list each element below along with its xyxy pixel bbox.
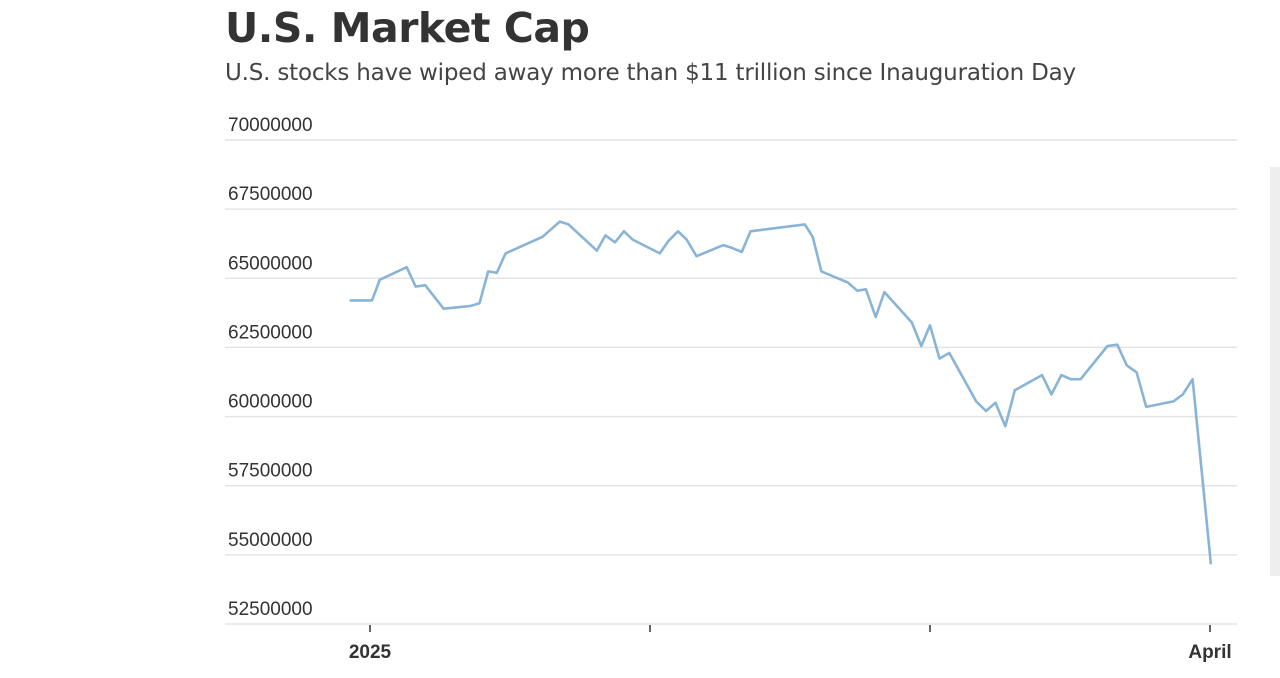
data-point bbox=[947, 350, 952, 355]
chart-title: U.S. Market Cap bbox=[225, 4, 590, 52]
data-point bbox=[468, 303, 473, 308]
y-tick-label: 67500000 bbox=[228, 184, 313, 205]
y-axis-labels: 70000000 67500000 65000000 62500000 60000000… bbox=[228, 115, 313, 620]
data-point bbox=[1208, 561, 1213, 566]
y-tick-label: 60000000 bbox=[228, 392, 313, 413]
data-point bbox=[810, 234, 815, 239]
data-point bbox=[802, 222, 807, 227]
data-point bbox=[1124, 363, 1129, 368]
y-tick-label: 65000000 bbox=[228, 253, 313, 274]
data-point bbox=[423, 283, 428, 288]
y-tick-label: 70000000 bbox=[228, 115, 313, 136]
data-point bbox=[594, 248, 599, 253]
data-point bbox=[486, 269, 491, 274]
data-point bbox=[748, 229, 753, 234]
data-point bbox=[557, 219, 562, 224]
data-point bbox=[413, 284, 418, 289]
data-point bbox=[873, 315, 878, 320]
data-point bbox=[657, 251, 662, 256]
data-point bbox=[1105, 344, 1110, 349]
data-point bbox=[882, 290, 887, 295]
series-layer bbox=[348, 219, 1213, 566]
y-tick-label: 52500000 bbox=[228, 599, 313, 620]
data-point bbox=[730, 245, 735, 250]
data-point bbox=[1078, 377, 1083, 382]
data-point bbox=[739, 250, 744, 255]
data-point bbox=[1059, 373, 1064, 378]
data-point bbox=[477, 301, 482, 306]
data-point bbox=[919, 344, 924, 349]
data-point bbox=[621, 229, 626, 234]
data-point bbox=[1190, 377, 1195, 382]
data-point bbox=[845, 280, 850, 285]
data-point bbox=[694, 254, 699, 259]
scrollbar[interactable] bbox=[1270, 167, 1280, 576]
data-point bbox=[494, 270, 499, 275]
data-point bbox=[855, 288, 860, 293]
data-point bbox=[441, 306, 446, 311]
data-point bbox=[369, 298, 374, 303]
data-point bbox=[984, 409, 989, 414]
y-tick-label: 62500000 bbox=[228, 322, 313, 343]
data-point bbox=[1068, 377, 1073, 382]
data-point bbox=[377, 277, 382, 282]
data-point bbox=[666, 238, 671, 243]
data-point bbox=[1134, 370, 1139, 375]
data-point bbox=[819, 269, 824, 274]
data-point bbox=[630, 237, 635, 242]
data-point bbox=[1180, 392, 1185, 397]
data-point bbox=[1144, 404, 1149, 409]
data-point bbox=[566, 222, 571, 227]
data-point bbox=[1012, 388, 1017, 393]
data-point bbox=[974, 399, 979, 404]
data-point bbox=[1003, 424, 1008, 429]
data-point bbox=[676, 229, 681, 234]
data-point bbox=[937, 356, 942, 361]
data-point bbox=[503, 251, 508, 256]
data-point bbox=[1115, 342, 1120, 347]
data-point bbox=[1040, 373, 1045, 378]
data-point bbox=[684, 237, 689, 242]
x-axis: 2025 April bbox=[349, 625, 1232, 663]
data-point bbox=[348, 298, 353, 303]
chart-subtitle: U.S. stocks have wiped away more than $1… bbox=[225, 60, 1076, 86]
series-line-market-cap bbox=[349, 220, 1213, 565]
x-tick-label: 2025 bbox=[349, 642, 392, 663]
data-point bbox=[540, 234, 545, 239]
y-tick-label: 55000000 bbox=[228, 530, 313, 551]
data-point bbox=[928, 323, 933, 328]
data-point bbox=[909, 320, 914, 325]
y-tick-label: 57500000 bbox=[228, 461, 313, 482]
data-point bbox=[404, 265, 409, 270]
data-point bbox=[993, 400, 998, 405]
data-point bbox=[603, 233, 608, 238]
data-point bbox=[863, 287, 868, 292]
gridlines bbox=[225, 139, 1237, 625]
data-point bbox=[721, 243, 726, 248]
x-tick-label: April bbox=[1188, 642, 1231, 663]
data-point bbox=[1049, 392, 1054, 397]
data-point bbox=[613, 240, 618, 245]
data-point bbox=[1171, 399, 1176, 404]
